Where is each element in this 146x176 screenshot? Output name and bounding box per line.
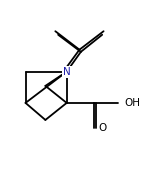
Text: O: O [98, 123, 106, 133]
Text: N: N [63, 67, 71, 77]
Text: OH: OH [125, 98, 141, 108]
